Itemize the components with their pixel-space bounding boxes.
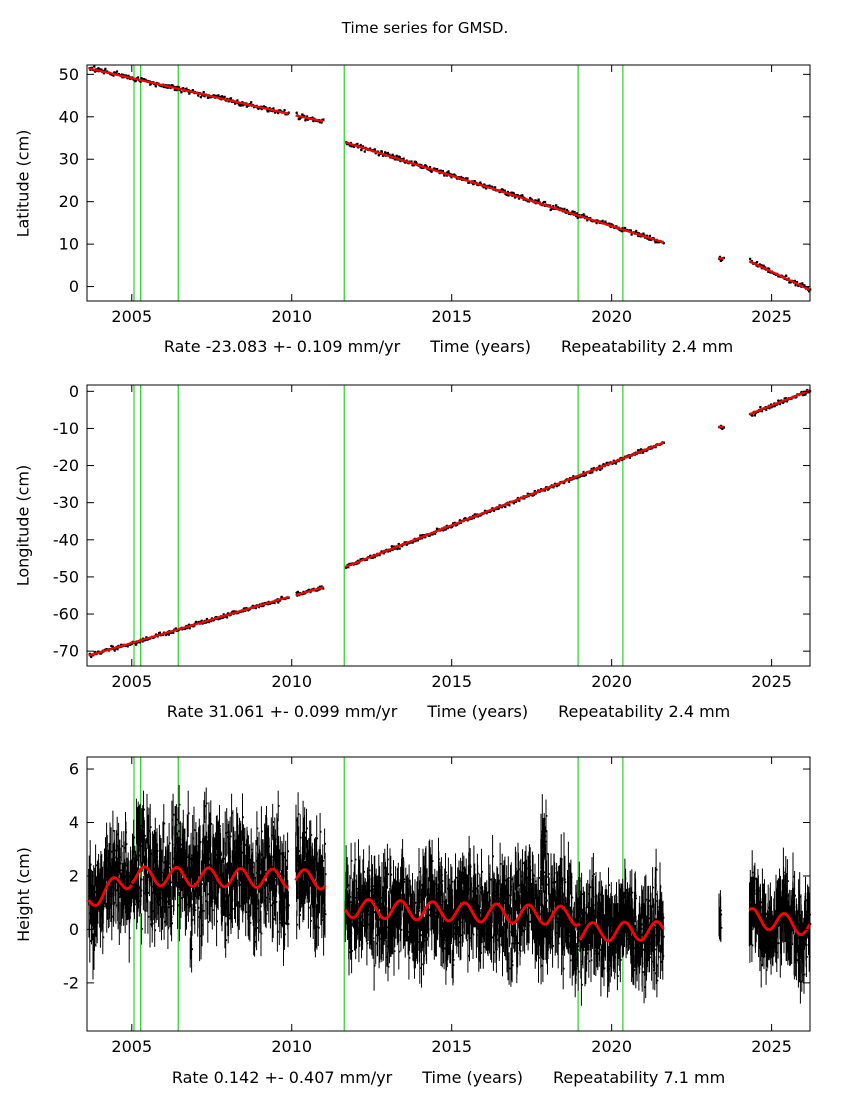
latitude-y-tick-label: 30: [59, 150, 79, 169]
latitude-plot: 2005 2010 2015 2020 2025 0 10 20 30 40 50: [59, 64, 812, 326]
height-y-tick-label: 0: [69, 920, 79, 939]
longitude-y-tick-label: 0: [69, 382, 79, 401]
longitude-y-tick-label: -30: [53, 493, 79, 512]
height-y-tick-label: 2: [69, 866, 79, 885]
latitude-x-tick-label: 2015: [431, 307, 472, 326]
height-caption: Rate 0.142 +- 0.407 mm/yr Time (years) R…: [87, 1068, 810, 1087]
latitude-axis-title: Latitude (cm): [4, 65, 42, 301]
latitude-x-tick-label: 2020: [591, 307, 632, 326]
figure-title: Time series for GMSD.: [341, 19, 509, 37]
longitude-axis-title-text: Longitude (cm): [13, 464, 33, 587]
longitude-axis-title: Longitude (cm): [4, 385, 42, 666]
height-plot: 2005 2010 2015 2020 2025 -2 0 2 4 6: [63, 756, 812, 1056]
longitude-plot: 2005 2010 2015 2020 2025 0 -10 -20 -30 -40 -50 -60 -…: [53, 382, 812, 691]
latitude-x-tick-label: 2010: [271, 307, 312, 326]
latitude-y-tick-label: 10: [59, 235, 79, 254]
longitude-caption: Rate 31.061 +- 0.099 mm/yr Time (years) …: [87, 702, 810, 721]
longitude-y-tick-label: -20: [53, 456, 79, 475]
height-x-tick-label: 2020: [591, 1037, 632, 1056]
longitude-repeatability-label: Repeatability 2.4 mm: [558, 702, 731, 721]
latitude-axis-title-text: Latitude (cm): [13, 129, 33, 237]
height-x-axis-title: Time (years): [422, 1068, 524, 1087]
latitude-y-tick-label: 20: [59, 192, 79, 211]
height-axis-title-text: Height (cm): [13, 846, 33, 942]
height-rate-label: Rate 0.142 +- 0.407 mm/yr: [171, 1068, 393, 1087]
longitude-rate-label: Rate 31.061 +- 0.099 mm/yr: [166, 702, 398, 721]
latitude-x-axis-title: Time (years): [430, 337, 531, 356]
longitude-x-tick-label: 2010: [271, 672, 312, 691]
longitude-y-tick-label: -60: [53, 605, 79, 624]
latitude-x-tick-label: 2005: [111, 307, 152, 326]
height-x-tick-label: 2010: [271, 1037, 312, 1056]
height-y-tick-label: -2: [63, 973, 79, 992]
latitude-repeatability-label: Repeatability 2.4 mm: [561, 337, 734, 356]
height-y-tick-label: 6: [69, 760, 79, 779]
longitude-x-tick-label: 2005: [111, 672, 152, 691]
longitude-x-axis-title: Time (years): [427, 702, 529, 721]
latitude-caption: Rate -23.083 +- 0.109 mm/yr Time (years)…: [87, 337, 810, 356]
latitude-y-tick-label: 50: [59, 65, 79, 84]
longitude-y-tick-label: -10: [53, 419, 79, 438]
longitude-x-tick-label: 2020: [591, 672, 632, 691]
height-repeatability-label: Repeatability 7.1 mm: [553, 1068, 726, 1087]
longitude-x-tick-label: 2025: [751, 672, 792, 691]
height-y-tick-label: 4: [69, 813, 79, 832]
latitude-y-tick-label: 40: [59, 107, 79, 126]
longitude-y-tick-label: -70: [53, 642, 79, 661]
latitude-rate-label: Rate -23.083 +- 0.109 mm/yr: [163, 337, 401, 356]
longitude-y-tick-label: -40: [53, 530, 79, 549]
latitude-y-tick-label: 0: [69, 277, 79, 296]
longitude-y-tick-label: -50: [53, 567, 79, 586]
latitude-x-tick-label: 2025: [751, 307, 792, 326]
longitude-x-tick-label: 2015: [431, 672, 472, 691]
height-x-tick-label: 2005: [111, 1037, 152, 1056]
height-x-tick-label: 2015: [431, 1037, 472, 1056]
height-x-tick-label: 2025: [751, 1037, 792, 1056]
height-axis-title: Height (cm): [4, 757, 42, 1031]
